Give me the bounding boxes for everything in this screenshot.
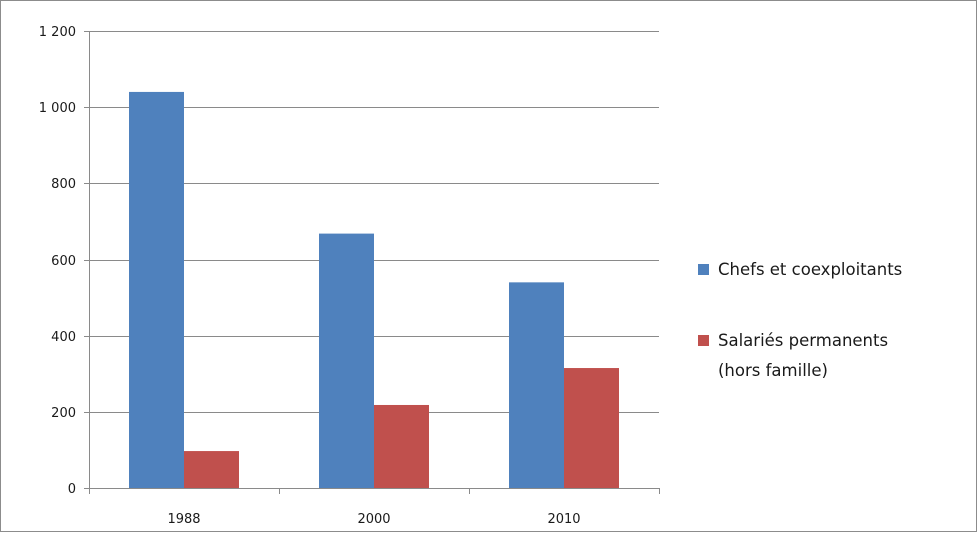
bar-2000-series-2 xyxy=(374,404,429,488)
y-tick-label: 400 xyxy=(51,330,76,345)
y-tick-labels: 0 200 400 600 800 1 000 1 200 xyxy=(39,25,76,497)
axes xyxy=(84,31,660,494)
x-tick-label: 2000 xyxy=(357,512,390,527)
bars xyxy=(129,91,619,488)
bar-2000-series-1 xyxy=(319,233,374,488)
bar-1988-series-2 xyxy=(184,451,239,488)
x-tick-label: 2010 xyxy=(547,512,580,527)
y-tick-label: 800 xyxy=(51,177,76,192)
legend-label: (hors famille) xyxy=(718,361,828,380)
legend-label: Salariés permanents xyxy=(718,331,888,350)
x-tick-labels: 1988 2000 2010 xyxy=(167,512,580,527)
x-tick-label: 1988 xyxy=(167,512,200,527)
y-tick-label: 1 200 xyxy=(39,25,76,40)
legend-label: Chefs et coexploitants xyxy=(718,260,902,279)
legend-swatch xyxy=(698,335,709,346)
y-tick-label: 600 xyxy=(51,254,76,269)
legend-swatch xyxy=(698,264,709,275)
bar-2010-series-2 xyxy=(564,368,619,488)
bar-2010-series-1 xyxy=(509,282,564,488)
y-tick-label: 1 000 xyxy=(39,101,76,116)
bar-1988-series-1 xyxy=(129,91,184,488)
legend: Chefs et coexploitants Salariés permanent… xyxy=(698,260,902,380)
y-tick-label: 200 xyxy=(51,406,76,421)
y-tick-label: 0 xyxy=(68,482,76,497)
